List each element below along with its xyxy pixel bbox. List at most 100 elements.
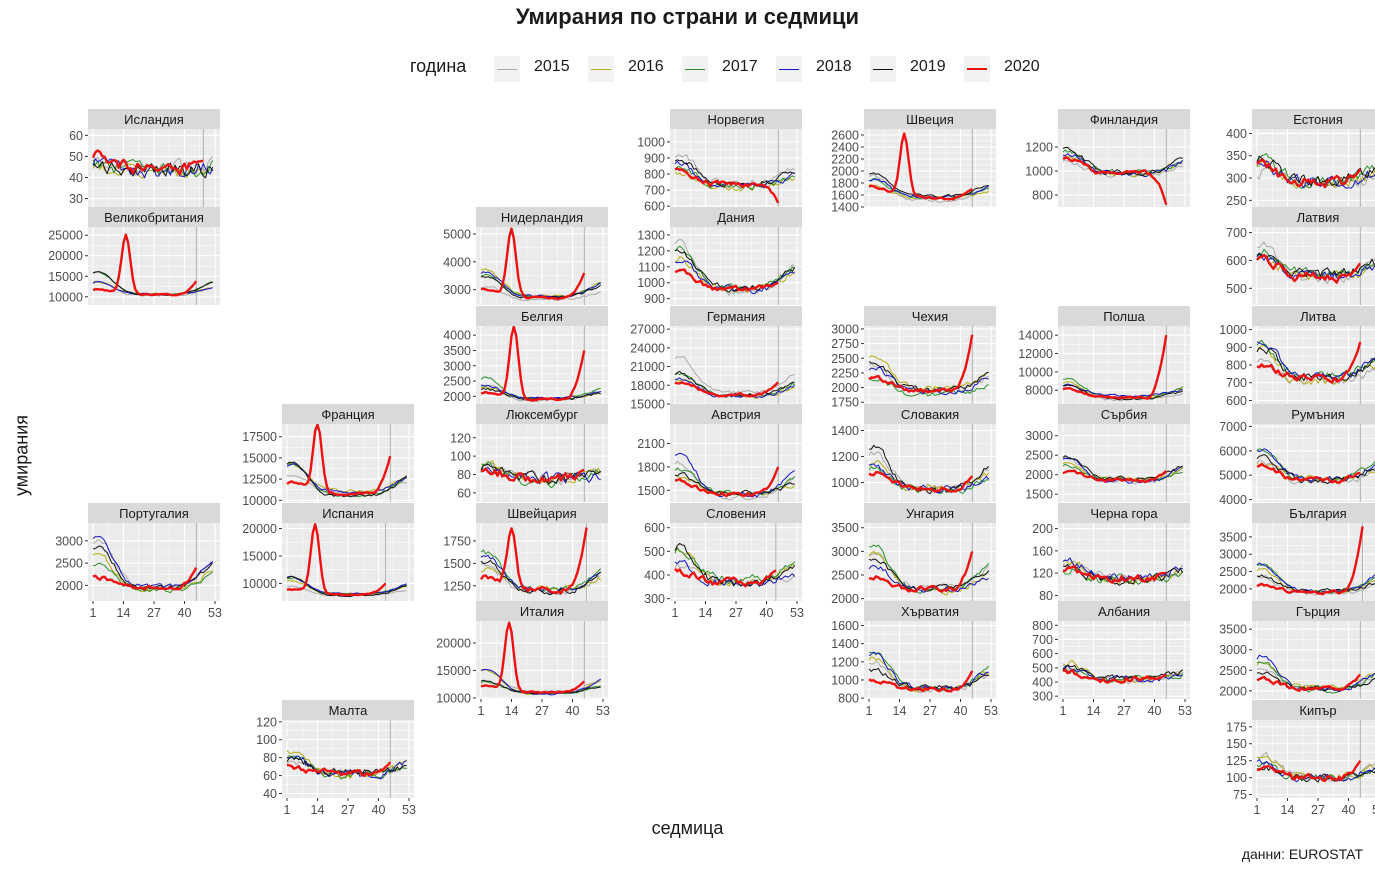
panel-23-ytick-2: 2500 [1025,449,1053,463]
panel-26-strip-label: Естония [1293,112,1343,127]
panel-30-ytick-0: 2000 [1219,582,1247,596]
panel-13-ytick-2: 21000 [630,360,665,374]
panel-25-ytick-3: 600 [1032,647,1053,661]
panel-28-ytick-1: 700 [1226,376,1247,390]
panel-31-ytick-2: 3000 [1219,643,1247,657]
panel-6-strip-label: Нидерландия [501,210,583,225]
panel-13-ytick-0: 15000 [630,398,665,412]
panel-25-series-2019 [1062,664,1184,681]
panel-28: Литва 600 700 800 900 1000 [1219,306,1375,408]
panel-26-ytick-1: 300 [1226,172,1247,186]
panel-19-series-2019 [868,558,990,592]
panel-31-series-2019 [1256,671,1375,692]
panel-28-strip-label: Литва [1300,309,1337,324]
panel-4-ytick-1: 15000 [242,549,277,563]
panel-5-xtick-0: 1 [284,803,291,817]
panel-20-ytick-4: 1600 [831,619,859,633]
panel-16-ytick-2: 1800 [831,177,859,191]
panel-29-series-2017 [1256,448,1375,481]
panel-13-ytick-3: 24000 [630,341,665,355]
panel-2-series-2017 [92,562,214,594]
panel-18-strip [864,404,996,424]
panel-14-strip-label: Австрия [711,407,760,422]
panel-18-series-2020 [868,471,974,493]
panel-9-ytick-0: 1250 [443,579,471,593]
panel-32-series-2020 [1256,760,1362,783]
panel-2: Португалия 2000 2500 3000 1 14 27 40 53 [55,503,222,620]
panel-26-series-2020 [1256,158,1362,189]
panel-5-ytick-1: 60 [263,769,277,783]
panel-20-ytick-3: 1400 [831,637,859,651]
panel-23-series-2018 [1062,457,1183,484]
panel-3-ytick-2: 15000 [242,451,277,465]
panel-17-series-2019 [868,361,989,393]
panel-2-ytick-2: 3000 [55,534,83,548]
panel-27-series-2019 [1256,253,1375,278]
panel-0-ytick-3: 60 [69,129,83,143]
panel-15-series-2017 [674,547,796,584]
panel-9-ytick-2: 1750 [443,534,471,548]
legend-title: година [410,56,467,76]
panel-15-strip-label: Словения [706,506,766,521]
panel-20-series-2020 [868,670,974,693]
source-caption: данни: EUROSTAT [1241,846,1363,862]
panel-28-strip [1252,306,1375,326]
panel-22-ytick-0: 8000 [1025,384,1053,398]
panel-24-series-2020 [1062,565,1167,584]
panel-17-ytick-5: 3000 [831,322,859,336]
panel-13-ytick-1: 18000 [630,379,665,393]
panel-7-ytick-0: 2000 [443,390,471,404]
panel-20-ytick-1: 1000 [831,673,859,687]
panel-5-series-2019 [286,756,407,777]
panel-27-strip-label: Латвия [1297,210,1340,225]
panel-10-xtick-1: 14 [505,704,519,718]
panel-1-ytick-2: 20000 [48,249,83,263]
panel-7-ytick-2: 3000 [443,359,471,373]
panel-4-strip [282,503,414,523]
panel-19-series-2017 [868,544,990,594]
panel-10-strip [476,601,608,621]
panel-32-xtick-4: 53 [1372,803,1375,817]
panel-20-xtick-1: 14 [893,704,907,718]
panel-15-series-2019 [674,542,796,587]
panel-27-ytick-1: 600 [1226,254,1247,268]
panel-17-ytick-4: 2750 [831,337,859,351]
panel-1-ytick-3: 25000 [48,229,83,243]
panel-21-ytick-0: 800 [1032,189,1053,203]
panel-16-ytick-1: 1600 [831,189,859,203]
panel-28-series-2018 [1256,341,1375,380]
panel-25-xtick-1: 14 [1087,704,1101,718]
panel-4-ytick-2: 20000 [242,522,277,536]
panel-6: Нидерландия 3000 4000 5000 [443,207,608,305]
panel-15-ytick-1: 400 [644,569,665,583]
panel-32-ytick-3: 150 [1226,737,1247,751]
panel-20-series-2019 [868,667,989,691]
panel-16-series-2019 [868,172,989,199]
panel-20-ytick-2: 1200 [831,655,859,669]
panel-0-ytick-1: 40 [69,171,83,185]
panel-8: Люксембург 60 80 100 120 [450,404,608,502]
panel-5-xtick-3: 40 [372,803,386,817]
panel-31-series-2020 [1256,673,1362,693]
panel-15-series-2016 [675,548,796,587]
panel-22-series-2019 [1063,384,1183,401]
panel-13-strip [670,306,802,326]
panel-12-ytick-2: 1100 [638,260,665,274]
panel-15-xtick-2: 27 [729,606,743,620]
panel-21-strip [1058,109,1190,129]
panel-9-strip [476,503,608,523]
panel-31-strip [1252,601,1375,621]
panel-32-strip [1252,700,1375,720]
panel-13: Германия 15000 18000 21000 24000 27000 [630,306,802,412]
legend-label-2015: 2015 [534,58,570,75]
panel-8-ytick-2: 100 [450,450,471,464]
panel-3-ytick-3: 17500 [242,430,277,444]
panel-4-series-2020 [286,523,387,597]
panel-0-series-2017 [92,159,214,178]
panel-0-ytick-2: 50 [69,150,83,164]
panel-32-ytick-0: 75 [1233,788,1247,802]
panel-23-strip [1058,404,1190,424]
panel-19-ytick-0: 2000 [831,592,859,606]
panel-32-xtick-1: 14 [1281,803,1295,817]
panel-25-ytick-0: 300 [1032,690,1053,704]
